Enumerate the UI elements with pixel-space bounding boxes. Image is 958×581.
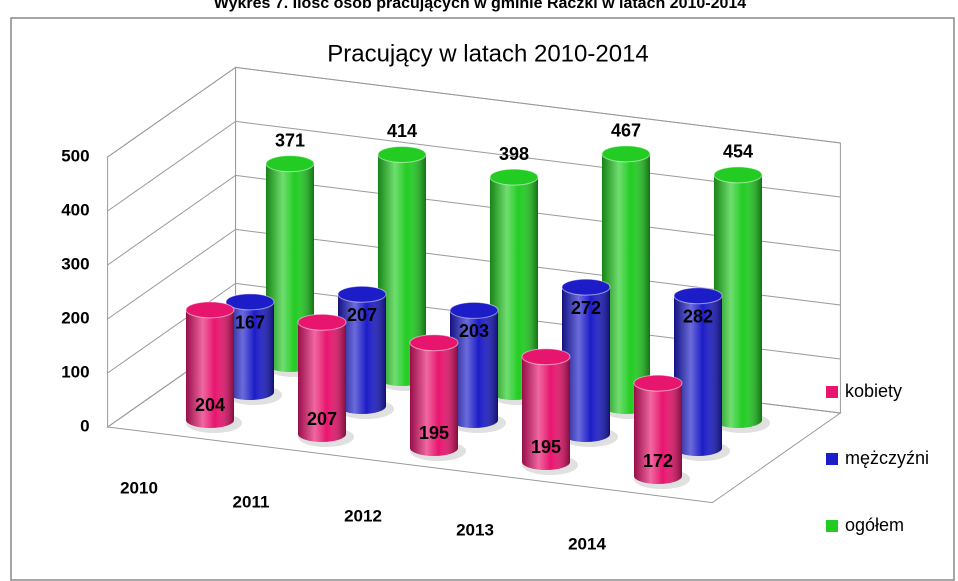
cylinder-shading — [714, 174, 762, 428]
caption: Wykres 7. Ilość osób pracujących w gmini… — [214, 0, 747, 12]
cylinder-top — [521, 348, 571, 366]
cylinder-shading — [562, 287, 610, 442]
cylinder-shading — [522, 356, 570, 470]
y-tick-label: 0 — [80, 416, 89, 435]
data-label: 272 — [571, 298, 601, 318]
data-label: 398 — [499, 144, 529, 164]
data-label: 282 — [683, 306, 713, 326]
legend-swatch — [826, 386, 838, 398]
data-label: 195 — [531, 437, 561, 457]
y-tick-label: 400 — [61, 200, 89, 219]
cylinder-top — [185, 301, 235, 319]
data-label: 454 — [723, 142, 753, 162]
legend-label: kobiety — [845, 381, 902, 401]
cylinder-shading — [490, 177, 538, 400]
data-label: 172 — [643, 451, 673, 471]
y-tick-label: 100 — [61, 362, 89, 381]
y-tick-label: 500 — [61, 146, 89, 165]
cylinder-shading — [378, 154, 426, 386]
data-label: 414 — [387, 121, 417, 141]
cylinder-shading — [410, 342, 458, 456]
legend-swatch — [826, 453, 838, 465]
cylinder-shading — [450, 310, 498, 428]
cylinder-top — [673, 287, 723, 305]
grid-line — [107, 66, 841, 158]
cylinder-top — [449, 301, 499, 319]
data-label: 167 — [235, 313, 265, 333]
chart-title: Pracujący w latach 2010-2014 — [327, 40, 649, 67]
cylinder-shading — [298, 322, 346, 442]
cylinder-top — [489, 168, 539, 186]
x-tick-label: 2011 — [233, 493, 270, 512]
cylinder-top — [601, 145, 651, 163]
cylinder-top — [561, 278, 611, 296]
cylinder-top — [377, 145, 427, 163]
cylinder-shading — [338, 294, 386, 414]
x-tick-label: 2012 — [344, 507, 382, 526]
cylinder-top — [265, 155, 315, 173]
cylinder-top — [713, 166, 763, 184]
cylinder-top — [337, 285, 387, 303]
legend-swatch — [826, 520, 838, 532]
legend-label: ogółem — [845, 515, 904, 535]
x-tick-label: 2013 — [456, 521, 494, 540]
cylinder-top — [225, 293, 275, 311]
y-tick-label: 200 — [61, 308, 89, 327]
legend-label: mężczyźni — [845, 448, 929, 468]
y-tick-label: 300 — [61, 254, 89, 273]
data-label: 207 — [347, 305, 377, 325]
cylinder-shading — [226, 301, 274, 400]
data-label: 207 — [307, 409, 337, 429]
cylinder-shading — [674, 295, 722, 456]
cylinder-top — [633, 374, 683, 392]
data-label: 203 — [459, 321, 489, 341]
cylinder-shading — [602, 153, 650, 414]
data-label: 467 — [611, 121, 641, 141]
data-label: 195 — [419, 423, 449, 443]
cylinder-shading — [634, 383, 682, 484]
cylinder-top — [409, 334, 459, 352]
cylinder-top — [297, 313, 347, 331]
x-tick-label: 2010 — [120, 479, 158, 498]
cylinder-shading — [186, 309, 234, 428]
data-label: 204 — [195, 395, 225, 415]
data-label: 371 — [275, 130, 305, 150]
x-tick-label: 2014 — [568, 535, 606, 554]
